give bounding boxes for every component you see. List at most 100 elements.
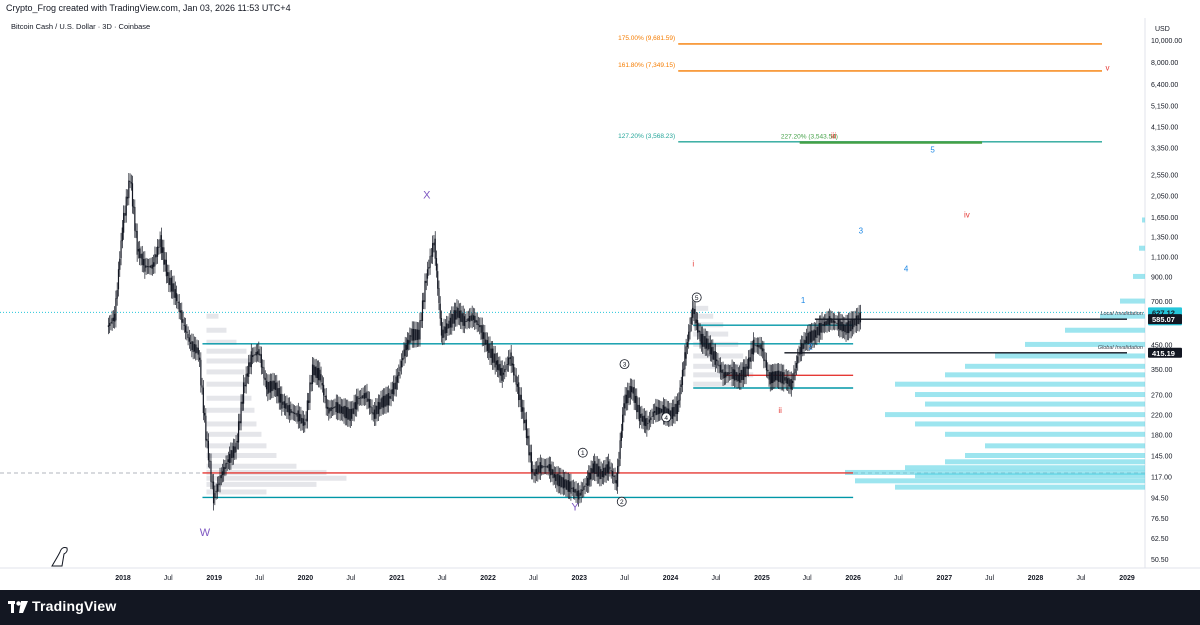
candle-body [145,265,147,268]
candle-body [140,253,142,259]
candle-body [451,313,453,328]
candle-body [641,413,643,422]
candle-body [237,421,240,443]
candle-body [802,343,804,350]
candle-body [432,243,434,257]
candle-body [627,390,629,404]
volume-bar [1120,298,1145,304]
candle-body [167,272,169,276]
candle-body [611,470,614,477]
candle-body [121,227,123,242]
candle-body [466,318,468,323]
candle-body [150,265,152,269]
price-tick: 145.00 [1151,454,1173,461]
candle-body [463,316,466,326]
candle-body [325,395,327,409]
candle-body [575,488,577,496]
candle-body [232,446,235,458]
candle-body [653,411,656,413]
volume-bar-mid [693,305,709,311]
candle-body [320,374,322,383]
level-label: Local Invalidation [1100,311,1143,317]
tradingview-logo[interactable]: TradingView [8,598,116,614]
candle-body [634,395,637,403]
candle-body [548,464,551,472]
candle-body [849,320,851,332]
candle-body [457,307,459,318]
candle-body [664,406,666,418]
fibonacci-group: 175.00% (9,681.59) 161.80% (7,349.15) 127.… [618,35,1102,144]
price-chart[interactable]: Local Invalidation Global Invalidation 175… [0,0,1200,590]
candle-body [259,353,261,356]
candle-body [311,364,314,385]
volume-bar-mid [693,331,729,337]
candle-body [620,431,622,441]
candle-body [662,405,664,418]
candle-body [793,372,795,381]
candle-body [406,339,409,350]
candle-body [187,333,189,339]
candle-body [689,325,691,333]
volume-bar-left [206,395,252,401]
candle-body [384,395,386,407]
candle-body [412,328,415,341]
candle-body [354,402,357,410]
candle-body [447,323,449,329]
candle-body [305,418,307,422]
candle-body [202,387,204,414]
candle-body [468,315,471,322]
candle-body [236,440,238,443]
fib-label: 175.00% (9,681.59) [618,35,675,42]
candle-body [820,322,822,333]
candle-body [696,319,699,333]
candle-body [177,301,179,303]
price-tag-box [1148,314,1182,325]
candle-body [773,371,775,382]
candle-body [335,402,337,413]
candle-body [625,394,628,404]
candle-body [323,384,325,396]
candle-body [752,339,755,355]
price-tag-box [1148,347,1182,358]
candle-body [562,477,564,489]
volume-bar-left [206,369,245,375]
candle-body [189,342,192,344]
candle-body [188,337,190,342]
candle-body [845,322,847,335]
candle-body [419,320,421,340]
candle-body [742,366,745,381]
candle-body [604,467,606,476]
candle-body [794,368,796,374]
candle-body [853,318,855,328]
candle-body [209,460,211,462]
volume-bar-left [206,327,227,333]
candle-body [571,487,573,489]
candle-body [823,321,826,327]
candle-body [710,347,713,355]
candle-body [509,357,511,360]
candle-body [730,372,732,374]
candle-body [340,406,343,414]
candle-body [178,301,180,313]
candle-body [803,339,805,349]
candle-body [114,313,116,322]
price-tick: 2,550.00 [1151,172,1178,179]
candle-body [345,407,348,419]
candle-body [226,462,228,464]
candle-body [224,467,226,470]
candle-body [848,320,850,334]
candle-body [594,461,596,474]
candle-body [302,418,305,426]
candle-body [765,360,768,371]
candle-body [515,375,517,385]
candle-body [816,326,818,338]
candle-body [227,459,229,463]
candle-body [595,463,597,475]
candle-body [458,310,461,319]
candle-body [751,348,753,355]
price-tick: 220.00 [1151,413,1173,420]
candle-body [520,394,522,412]
wave-label: iv [964,210,970,219]
candle-body [437,271,439,289]
candle-body [379,402,381,410]
